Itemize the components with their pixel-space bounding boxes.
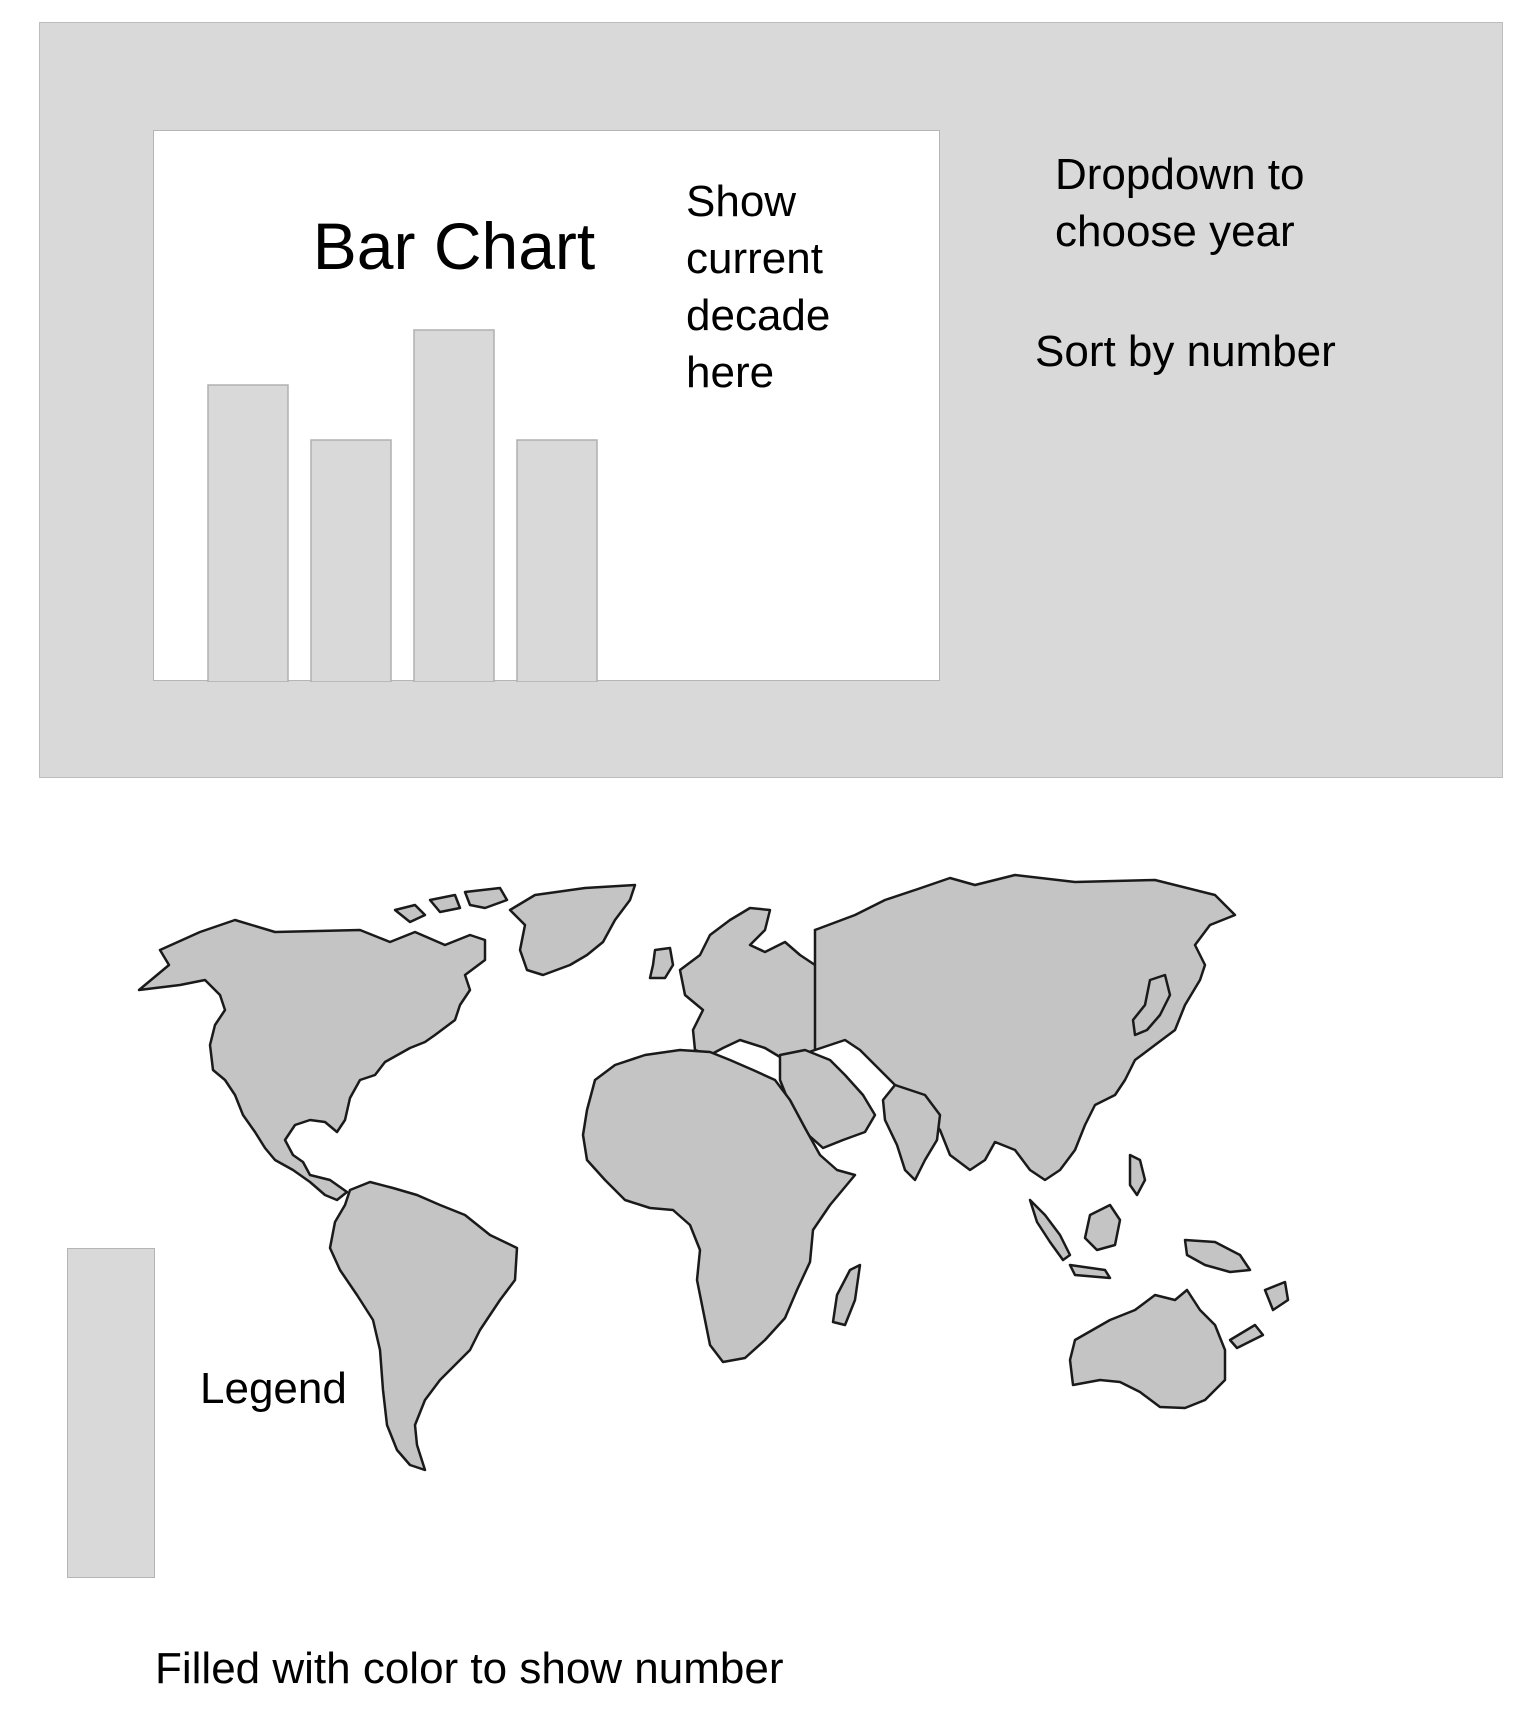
arctic-island-1[interactable] [393, 903, 427, 924]
indian-subcontinent[interactable] [881, 1083, 942, 1182]
sort-by-number-control[interactable]: Sort by number [1035, 327, 1336, 376]
japan[interactable] [1131, 973, 1172, 1037]
madagascar[interactable] [831, 1263, 862, 1327]
bar-1[interactable] [207, 384, 289, 682]
new-zealand[interactable] [1263, 1280, 1290, 1312]
bar-chart-placeholder: Bar Chart Show current decade here [153, 130, 940, 682]
philippines[interactable] [1128, 1153, 1147, 1197]
british-isles[interactable] [648, 946, 675, 980]
bar-4[interactable] [516, 439, 598, 682]
arctic-island-3[interactable] [463, 886, 509, 910]
south-america[interactable] [328, 1180, 519, 1472]
world-map[interactable] [125, 870, 1425, 1530]
bar-3[interactable] [413, 329, 495, 682]
greenland[interactable] [508, 883, 637, 977]
map-fill-caption: Filled with color to show number [155, 1644, 784, 1693]
bar-2[interactable] [310, 439, 392, 682]
north-america[interactable] [137, 918, 487, 1202]
new-guinea[interactable] [1183, 1238, 1252, 1274]
top-panel: Bar Chart Show current decade here Dropd… [39, 22, 1503, 778]
borneo[interactable] [1083, 1203, 1122, 1252]
sumatra[interactable] [1028, 1198, 1072, 1262]
legend-label: Legend [200, 1364, 347, 1413]
asia[interactable] [813, 873, 1237, 1182]
java[interactable] [1068, 1263, 1112, 1280]
australia[interactable] [1068, 1288, 1227, 1410]
africa[interactable] [581, 1048, 857, 1364]
year-dropdown-placeholder[interactable]: Dropdown to choose year [1055, 150, 1305, 256]
chart-title: Bar Chart [312, 209, 596, 283]
current-decade-note: Show current decade here [686, 177, 831, 397]
europe[interactable] [678, 906, 837, 1062]
legend-color-bar [67, 1248, 155, 1578]
bar-chart-svg [207, 329, 598, 682]
arctic-island-2[interactable] [428, 893, 462, 914]
new-zealand-south[interactable] [1228, 1323, 1265, 1350]
